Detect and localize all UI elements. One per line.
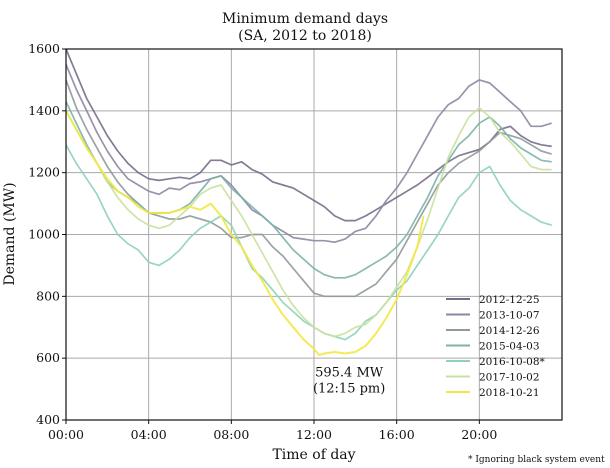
series-line-2017-10-02 bbox=[65, 106, 552, 338]
legend-label: 2017-10-02 bbox=[479, 372, 540, 384]
legend-label: 2015-04-03 bbox=[479, 341, 540, 353]
y-tick-label: 1600 bbox=[28, 41, 60, 56]
legend-label: 2014-12-26 bbox=[479, 325, 540, 337]
legend-item: 2014-12-26 bbox=[446, 325, 540, 337]
series-line-2012-12-25 bbox=[65, 48, 552, 222]
min-annotation-time: (12:15 pm) bbox=[313, 382, 385, 397]
x-axis: 00:00 04:00 08:00 12:00 16:00 20:00 bbox=[48, 420, 497, 442]
y-tick-label: 400 bbox=[36, 412, 60, 427]
series-lines bbox=[65, 48, 552, 357]
legend-label: 2018-10-21 bbox=[479, 387, 540, 399]
x-tick-label: 16:00 bbox=[379, 427, 415, 442]
legend-item: 2018-10-21 bbox=[446, 387, 540, 399]
legend-item: 2012-12-25 bbox=[446, 294, 540, 306]
legend-label: 2012-12-25 bbox=[479, 294, 540, 306]
x-tick-label: 12:00 bbox=[296, 427, 332, 442]
series-line-2016-10-08 bbox=[65, 144, 552, 341]
x-axis-title: Time of day bbox=[272, 447, 355, 463]
y-tick-label: 1400 bbox=[28, 103, 60, 118]
legend-item: 2013-10-07 bbox=[446, 310, 540, 322]
y-tick-label: 1200 bbox=[28, 165, 60, 180]
legend-item: 2017-10-02 bbox=[446, 372, 540, 384]
series-line-2013-10-07 bbox=[65, 64, 552, 244]
chart-subtitle: (SA, 2012 to 2018) bbox=[238, 28, 372, 44]
y-axis: 400 600 800 1000 1200 1400 1600 bbox=[28, 41, 66, 427]
x-tick-label: 00:00 bbox=[48, 427, 84, 442]
footnote: * Ignoring black system event bbox=[468, 455, 605, 465]
y-tick-label: 1000 bbox=[28, 227, 60, 242]
x-tick-label: 08:00 bbox=[213, 427, 249, 442]
chart-title: Minimum demand days bbox=[222, 11, 388, 27]
y-axis-title: Demand (MW) bbox=[2, 182, 18, 285]
series-line-2018-10-21 bbox=[65, 110, 425, 357]
legend: 2012-12-25 2013-10-07 2014-12-26 2015-04-03… bbox=[446, 294, 546, 399]
y-tick-label: 800 bbox=[36, 288, 60, 303]
y-tick-label: 600 bbox=[36, 350, 60, 365]
legend-label: 2013-10-07 bbox=[479, 310, 540, 322]
x-tick-label: 04:00 bbox=[131, 427, 167, 442]
legend-label: 2016-10-08* bbox=[479, 356, 546, 368]
legend-item: 2016-10-08* bbox=[446, 356, 546, 368]
min-annotation-value: 595.4 MW bbox=[315, 366, 384, 381]
legend-item: 2015-04-03 bbox=[446, 341, 540, 353]
x-tick-label: 20:00 bbox=[461, 427, 497, 442]
